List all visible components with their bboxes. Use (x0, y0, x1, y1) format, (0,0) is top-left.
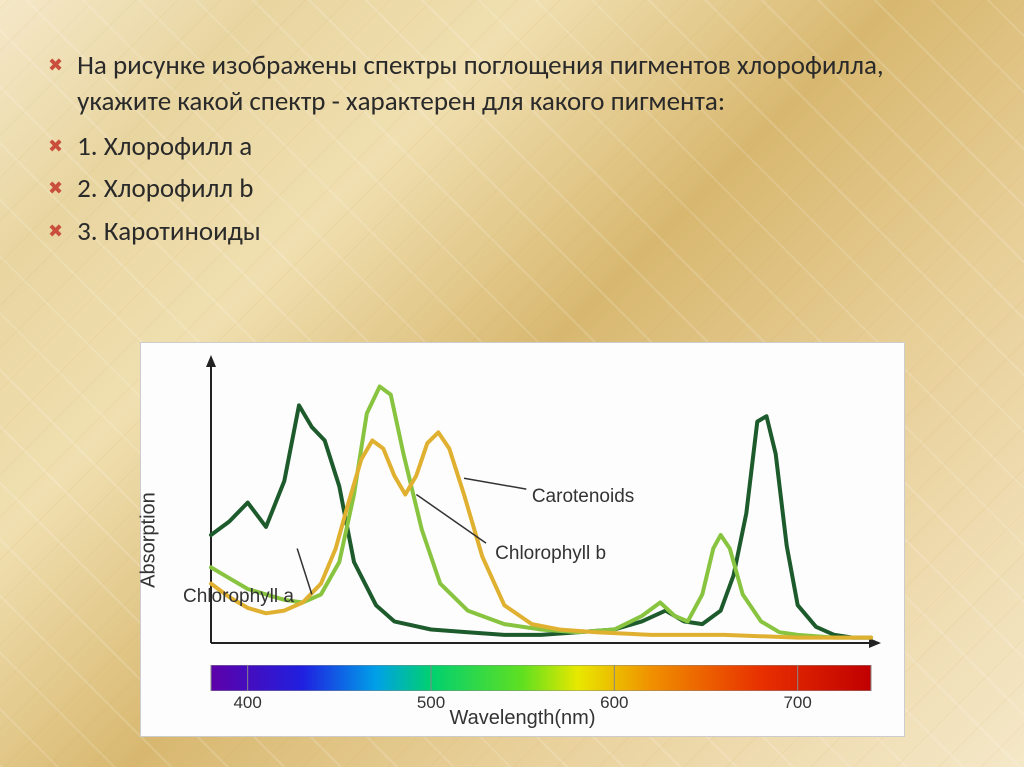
bullet-icon: ✖ (48, 220, 63, 242)
bullet-icon: ✖ (48, 54, 63, 76)
list-item: ✖ 2. Хлорофилл b (48, 171, 964, 207)
item-text: 1. Хлорофилл a (77, 129, 252, 165)
list-item: ✖ 3. Каротиноиды (48, 214, 964, 250)
x-tick: 400 (233, 693, 261, 713)
slide-content: ✖ На рисунке изображены спектры поглощен… (0, 0, 1024, 276)
x-ticks: 400 500 600 700 (201, 693, 881, 713)
series-label: Carotenoids (532, 486, 634, 508)
x-tick: 600 (600, 693, 628, 713)
bullet-icon: ✖ (48, 177, 63, 199)
absorption-chart: Absorption Wavelength(nm) 400500600700 C… (140, 342, 905, 737)
visible-spectrum-bar (201, 665, 881, 691)
item-text: 3. Каротиноиды (77, 214, 261, 250)
y-axis-label: Absorption (138, 492, 161, 588)
list-item: ✖ 1. Хлорофилл a (48, 129, 964, 165)
series-label: Chlorophyll b (495, 543, 606, 565)
question-text: На рисунке изображены спектры поглощения… (77, 48, 964, 121)
bullet-icon: ✖ (48, 135, 63, 157)
x-tick: 500 (417, 693, 445, 713)
item-text: 2. Хлорофилл b (77, 171, 253, 207)
series-label: Chlorophyll a (183, 586, 294, 608)
x-tick: 700 (783, 693, 811, 713)
question-line: ✖ На рисунке изображены спектры поглощен… (48, 48, 964, 121)
